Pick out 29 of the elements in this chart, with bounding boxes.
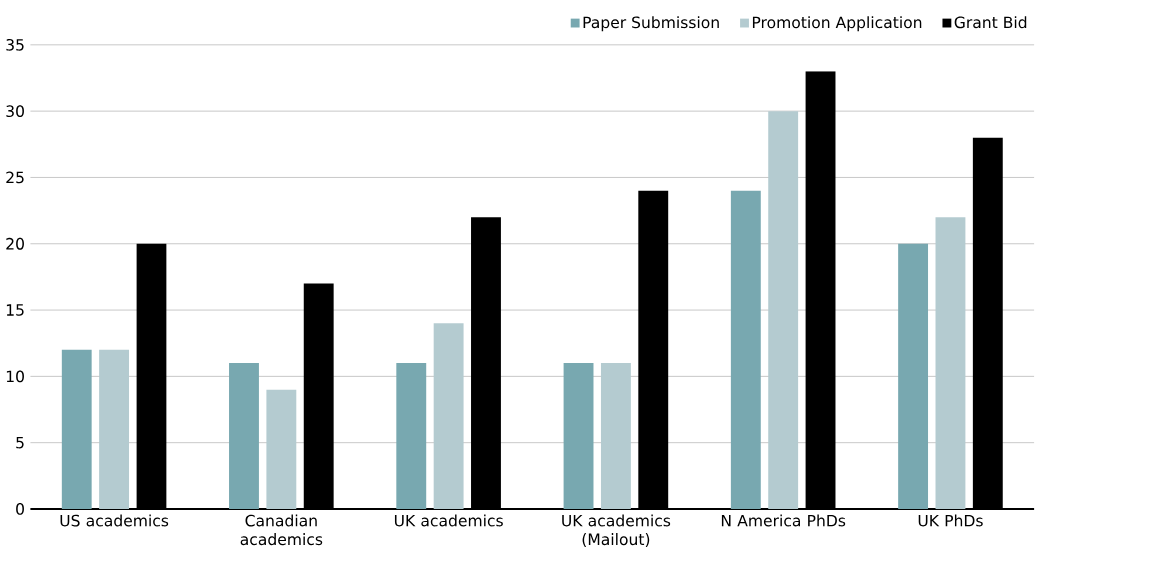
x-tick-label: Canadian academics [240, 514, 323, 546]
bar [433, 323, 464, 509]
bar [266, 389, 297, 509]
y-tick-label: 10 [6, 370, 24, 383]
x-tick-label: UK academics [394, 514, 503, 527]
legend-label: Promotion Application [752, 16, 922, 32]
bar [768, 111, 799, 509]
bar [61, 349, 92, 509]
bar [935, 217, 966, 509]
y-tick-label: 25 [6, 171, 24, 184]
y-tick-label: 0 [16, 503, 24, 515]
x-tick-label: N America PhDs [721, 514, 846, 527]
y-tick-label: 20 [6, 237, 24, 250]
y-tick-label: 15 [6, 304, 24, 316]
bar [563, 363, 594, 509]
bar [396, 363, 427, 509]
x-tick-label: UK PhDs [918, 514, 983, 527]
y-tick-label: 35 [6, 38, 24, 51]
legend-label: Paper Submission [583, 16, 719, 32]
x-tick-label: UK academics (Mailout) [562, 514, 671, 547]
bar [99, 349, 130, 509]
bar [229, 363, 259, 509]
bar [898, 243, 929, 509]
y-tick-label: 30 [6, 105, 24, 117]
bar [730, 190, 761, 509]
bar [600, 363, 631, 509]
legend-label: Grant Bid [954, 16, 1027, 29]
y-tick-label: 5 [16, 436, 24, 449]
x-tick-label: US academics [60, 514, 169, 527]
